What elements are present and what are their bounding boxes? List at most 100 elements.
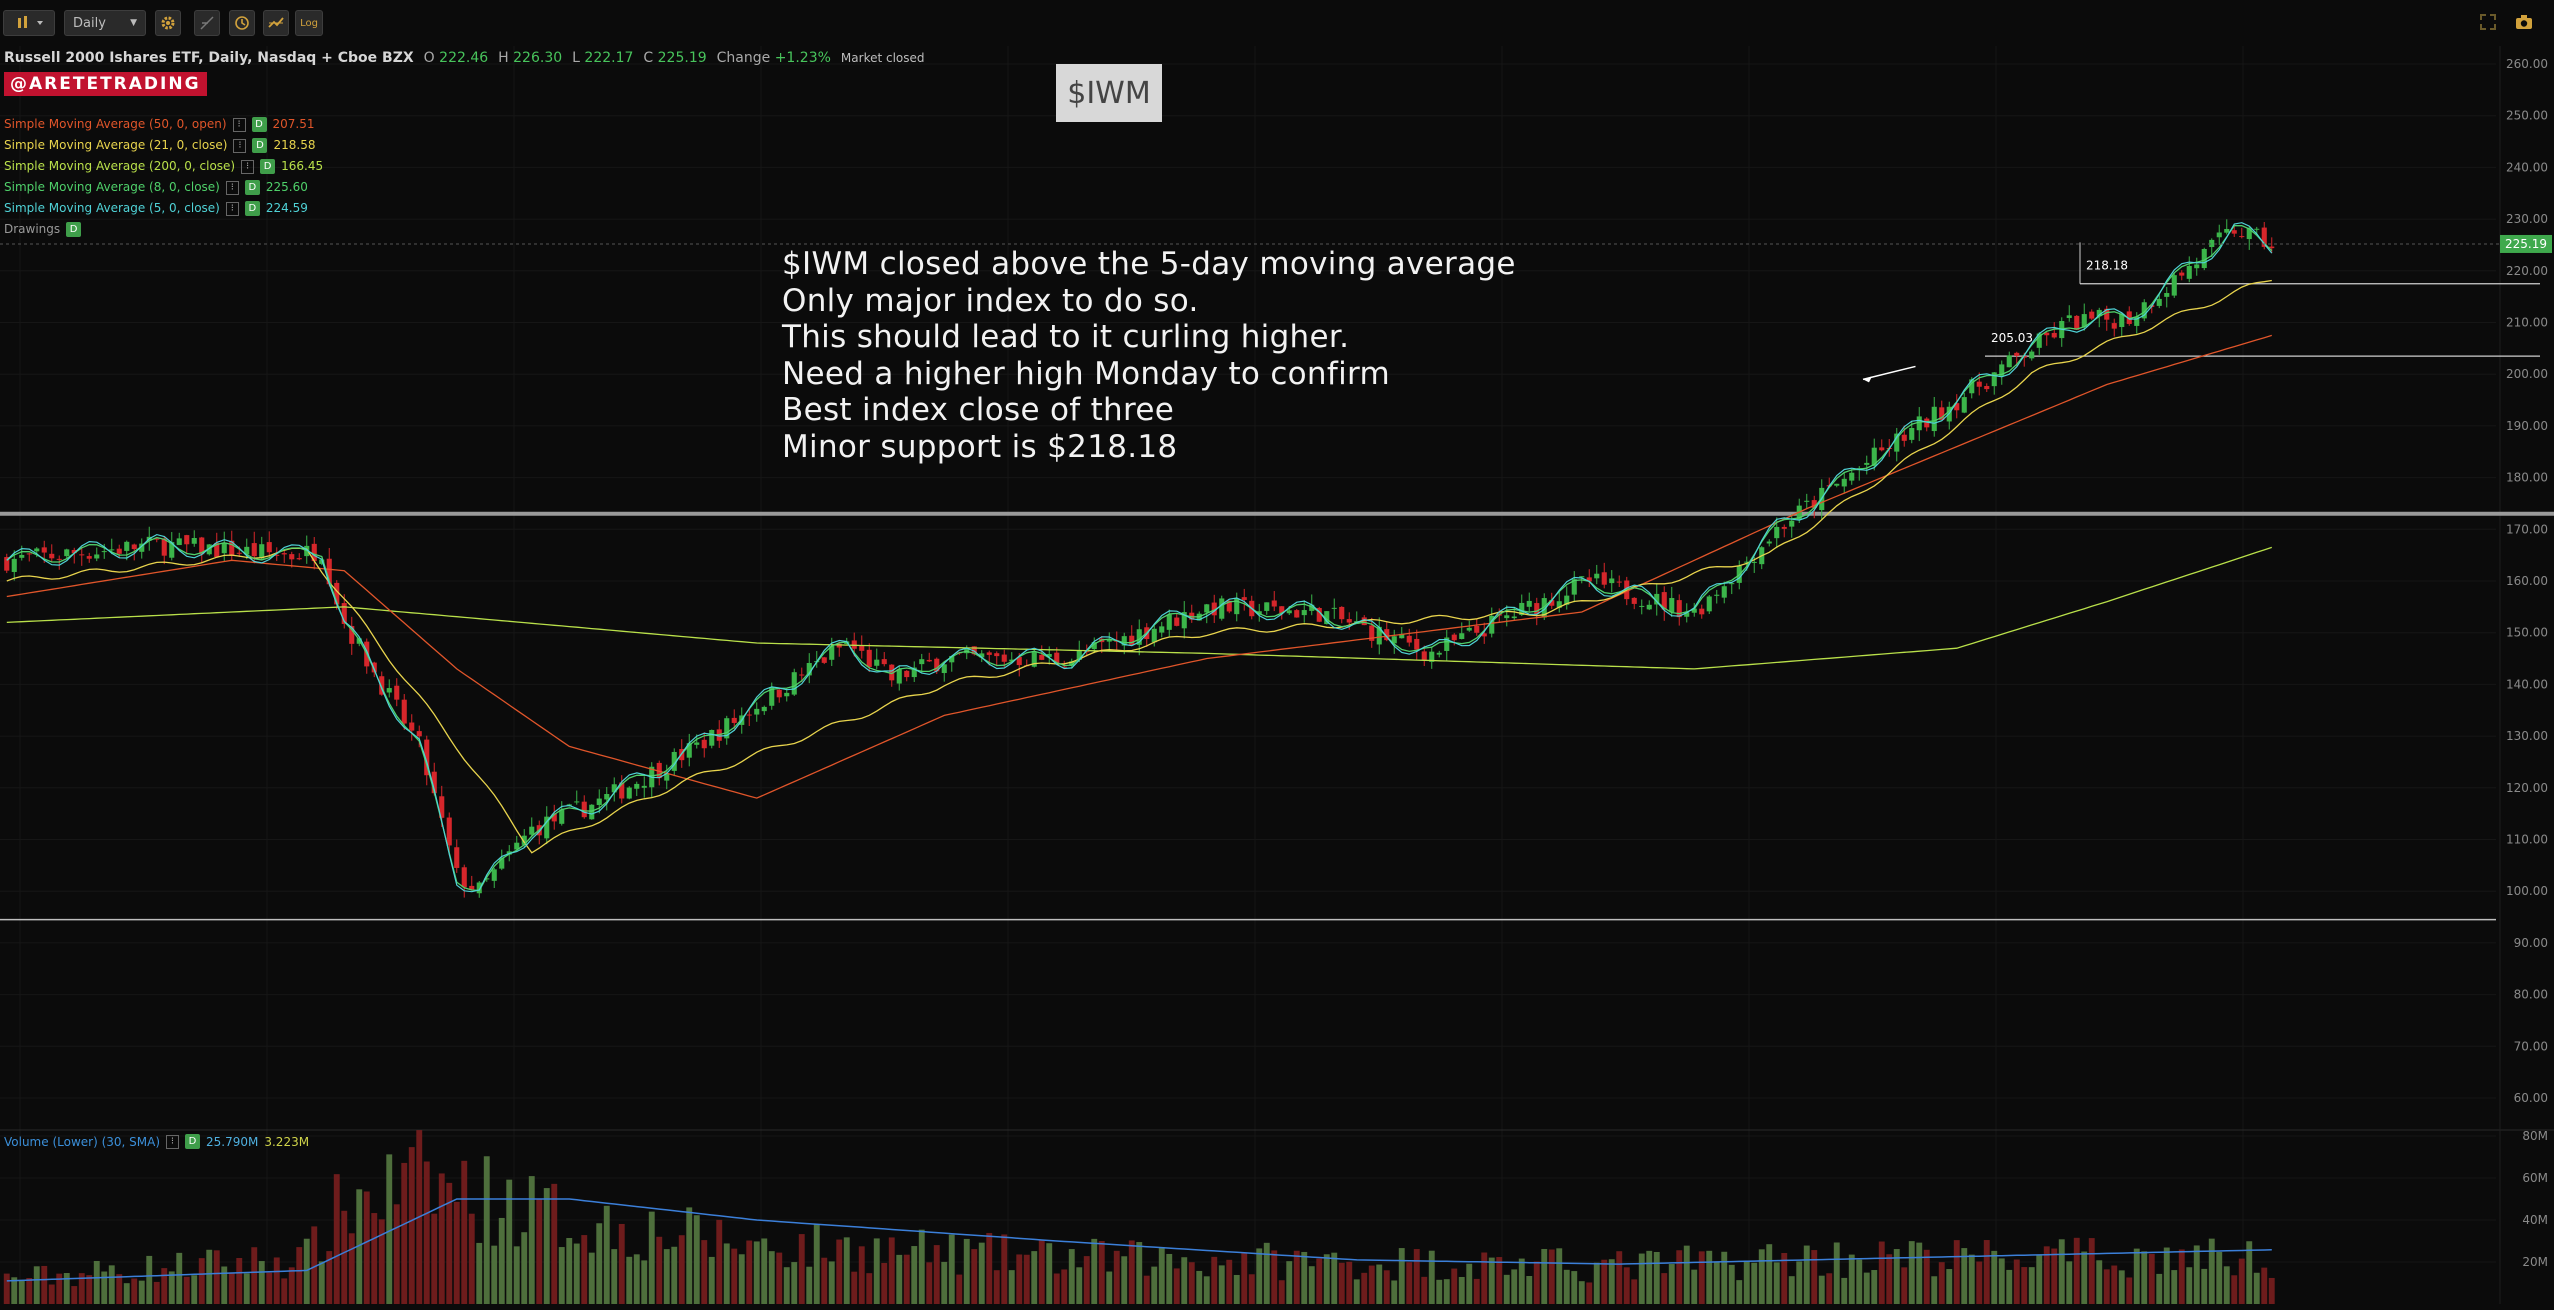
volume-bar	[626, 1256, 633, 1304]
candle-body	[2089, 311, 2095, 319]
period-select[interactable]: Daily ▼	[64, 10, 146, 36]
volume-bar	[1211, 1256, 1218, 1304]
chevron-down-icon: ▼	[130, 18, 137, 28]
volume-bar	[2208, 1238, 2215, 1304]
candle-body	[349, 626, 355, 644]
volume-bar	[2268, 1277, 2275, 1304]
candle-body	[1684, 612, 1690, 617]
chart-style-button[interactable]	[3, 10, 55, 36]
indicator-row[interactable]: Simple Moving Average (5, 0, close) ⁝ D 224…	[4, 198, 323, 219]
candle-body	[1159, 626, 1165, 633]
candle-body	[1909, 427, 1915, 440]
studies-button[interactable]	[263, 10, 289, 36]
indicator-badge[interactable]: D	[260, 159, 276, 174]
candle-body	[289, 554, 295, 560]
indicator-value: 166.45	[281, 159, 324, 173]
volume-bar	[2111, 1265, 2118, 1304]
volume-bar	[1691, 1269, 1698, 1304]
candle-body	[1976, 381, 1982, 387]
candle-body	[1459, 633, 1465, 639]
volume-bar	[798, 1234, 805, 1304]
candle-body	[851, 640, 857, 649]
candle-body	[1481, 633, 1487, 637]
drawings-row[interactable]: Drawings D	[4, 219, 323, 240]
info-icon[interactable]: ⁝	[233, 138, 247, 153]
volume-bar	[1788, 1276, 1795, 1304]
brand-badge: @ARETETRADING	[4, 72, 207, 96]
low-value: 222.17	[584, 50, 634, 66]
volume-bar	[318, 1261, 325, 1304]
indicator-row[interactable]: Simple Moving Average (50, 0, open) ⁝ D 207…	[4, 114, 323, 135]
candle-body	[1646, 604, 1652, 610]
level-label: 205.03	[1991, 331, 2033, 345]
log-scale-button[interactable]: Log	[295, 10, 323, 36]
time-button[interactable]	[229, 10, 255, 36]
volume-bar	[596, 1223, 603, 1304]
info-icon[interactable]: ⁝	[225, 180, 239, 195]
candle-body	[1241, 597, 1247, 600]
info-icon[interactable]: ⁝	[166, 1134, 180, 1149]
ticker-label: $IWM	[1056, 64, 1162, 122]
volume-bar	[1586, 1282, 1593, 1304]
volume-bar	[18, 1280, 25, 1304]
info-icon[interactable]: ⁝	[232, 117, 246, 132]
volume-bar	[86, 1275, 93, 1304]
drawing-tool-button[interactable]	[194, 10, 220, 36]
volume-bar	[446, 1182, 453, 1304]
volume-bar	[678, 1235, 685, 1304]
indicator-row[interactable]: Simple Moving Average (21, 0, close) ⁝ D 21…	[4, 135, 323, 156]
info-icon[interactable]: ⁝	[241, 159, 255, 174]
candle-body	[1691, 608, 1697, 613]
indicator-badge[interactable]: D	[251, 117, 267, 132]
symbol-description: Russell 2000 Ishares ETF, Daily, Nasdaq …	[4, 50, 414, 66]
volume-bar	[2231, 1275, 2238, 1304]
indicator-row[interactable]: Simple Moving Average (8, 0, close) ⁝ D 225…	[4, 177, 323, 198]
volume-value-2: 3.223M	[264, 1134, 310, 1149]
candle-body	[1894, 433, 1900, 452]
volume-bar	[2036, 1255, 2043, 1304]
expand-icon[interactable]	[2480, 14, 2496, 30]
volume-badge[interactable]: D	[185, 1134, 201, 1149]
volume-bar	[1421, 1276, 1428, 1304]
candle-body	[551, 813, 557, 822]
volume-bar	[1301, 1251, 1308, 1304]
candle-body	[2171, 275, 2177, 296]
volume-tick-label: 40M	[2522, 1213, 2548, 1227]
candle-body	[1039, 654, 1045, 660]
candle-body	[746, 714, 752, 716]
info-icon[interactable]: ⁝	[225, 201, 239, 216]
candle-body	[244, 546, 250, 555]
volume-bar	[1721, 1251, 1728, 1304]
candle-body	[439, 796, 445, 818]
volume-bar	[1436, 1279, 1443, 1304]
candle-body	[1849, 472, 1855, 481]
drawings-badge[interactable]: D	[66, 222, 82, 237]
volume-bar	[663, 1249, 670, 1304]
indicator-badge[interactable]: D	[244, 201, 260, 216]
candle-body	[1421, 651, 1427, 660]
indicator-badge[interactable]: D	[252, 138, 268, 153]
volume-bar	[2088, 1238, 2095, 1304]
volume-bar	[1031, 1251, 1038, 1304]
candle-body	[791, 672, 797, 695]
volume-bar	[108, 1265, 115, 1304]
candle-body	[2246, 228, 2252, 240]
indicator-row[interactable]: Simple Moving Average (200, 0, close) ⁝ D 1…	[4, 156, 323, 177]
candle-body	[919, 659, 925, 665]
volume-bar	[648, 1211, 655, 1304]
volume-bar	[1593, 1262, 1600, 1304]
volume-bar	[911, 1246, 918, 1304]
settings-button[interactable]	[155, 10, 181, 36]
candle-body	[664, 773, 670, 781]
low-label: L	[572, 50, 580, 66]
volume-bar	[2028, 1267, 2035, 1304]
volume-bar	[888, 1237, 895, 1304]
volume-bar	[236, 1257, 243, 1304]
indicator-badge[interactable]: D	[244, 180, 260, 195]
camera-icon[interactable]	[2514, 12, 2534, 32]
candle-body	[469, 885, 475, 890]
candle-body	[116, 548, 122, 554]
candlestick-icon	[18, 16, 43, 28]
candle-body	[634, 783, 640, 789]
